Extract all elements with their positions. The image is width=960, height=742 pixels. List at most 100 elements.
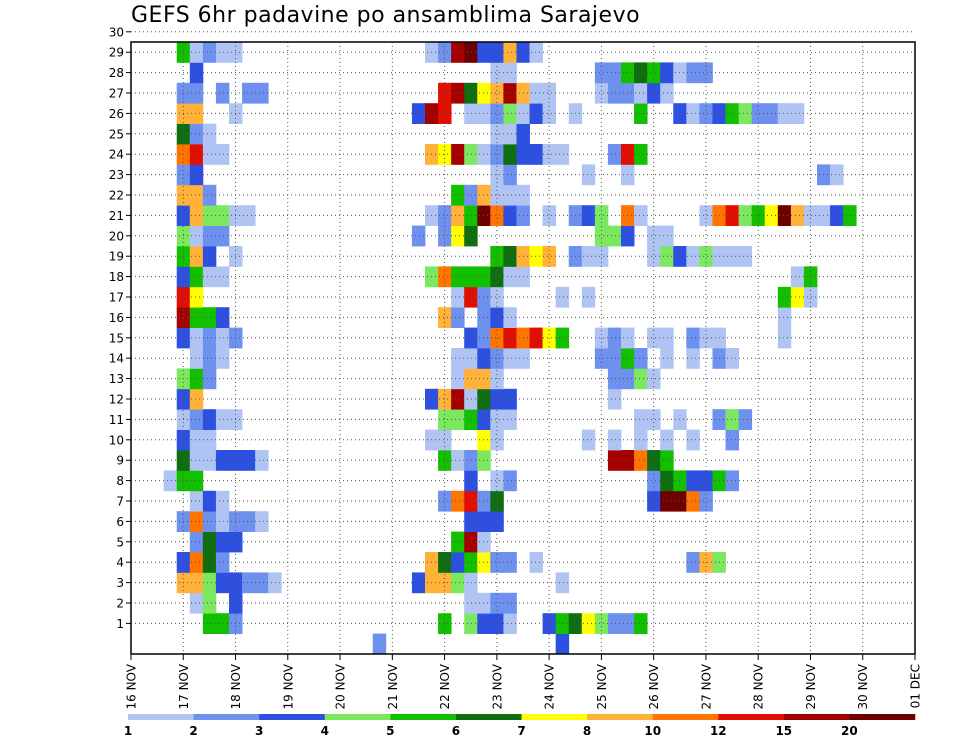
heatmap-cell bbox=[451, 368, 464, 389]
heatmap-cell bbox=[647, 470, 660, 491]
colorbar-label: 12 bbox=[710, 724, 727, 738]
heatmap-cell bbox=[634, 348, 647, 369]
heatmap-cell bbox=[203, 450, 216, 471]
colorbar-label: 4 bbox=[321, 724, 329, 738]
heatmap-cell bbox=[634, 368, 647, 389]
heatmap-cell bbox=[451, 83, 464, 104]
y-tick-label: 25 bbox=[109, 127, 124, 141]
heatmap-cell bbox=[451, 389, 464, 410]
heatmap-cell bbox=[791, 205, 804, 226]
x-tick-label: 25 NOV bbox=[595, 663, 609, 709]
heatmap-cell bbox=[451, 491, 464, 512]
heatmap-cell bbox=[556, 634, 569, 655]
heatmap-cell bbox=[503, 409, 516, 430]
x-tick-label: 19 NOV bbox=[281, 663, 295, 709]
heatmap-cell bbox=[451, 266, 464, 287]
heatmap-cell bbox=[255, 450, 268, 471]
heatmap-cell bbox=[451, 205, 464, 226]
x-tick-label: 28 NOV bbox=[752, 663, 766, 709]
heatmap-cell bbox=[203, 593, 216, 614]
y-tick-label: 13 bbox=[109, 372, 124, 386]
heatmap-cell bbox=[203, 22, 216, 43]
heatmap-cell bbox=[203, 144, 216, 165]
y-tick-label: 20 bbox=[109, 229, 124, 243]
y-tick-label: 1 bbox=[116, 617, 124, 631]
y-tick-label: 30 bbox=[109, 25, 124, 39]
heatmap-cell bbox=[686, 491, 699, 512]
heatmap-cell bbox=[451, 42, 464, 63]
heatmap-cell bbox=[242, 511, 255, 532]
heatmap-cell bbox=[255, 511, 268, 532]
y-tick-label: 6 bbox=[116, 515, 124, 529]
heatmap-cell bbox=[451, 552, 464, 573]
heatmap-cell bbox=[451, 22, 464, 43]
x-tick-label: 21 NOV bbox=[386, 663, 400, 709]
heatmap-cell bbox=[503, 328, 516, 349]
heatmap-cell bbox=[203, 491, 216, 512]
heatmap-cell bbox=[830, 164, 843, 185]
y-tick-label: 12 bbox=[109, 393, 124, 407]
heatmap-cell bbox=[203, 368, 216, 389]
heatmap-cell bbox=[203, 552, 216, 573]
y-tick-label: 5 bbox=[116, 535, 124, 549]
colorbar: 1 2 3 4 5 6 7 8 10 12 15 20 bbox=[124, 714, 915, 738]
colorbar-swatch bbox=[456, 714, 522, 720]
heatmap-cell bbox=[647, 450, 660, 471]
heatmap-cell bbox=[503, 389, 516, 410]
heatmap-cell bbox=[503, 22, 516, 43]
heatmap-cell bbox=[543, 246, 556, 267]
heatmap-cell bbox=[595, 246, 608, 267]
heatmap-cell bbox=[686, 328, 699, 349]
heatmap-cell bbox=[203, 328, 216, 349]
y-tick-label: 16 bbox=[109, 311, 124, 325]
heatmap-cell bbox=[451, 532, 464, 553]
heatmap-cell bbox=[634, 450, 647, 471]
heatmap-cell bbox=[739, 409, 752, 430]
heatmap-cell bbox=[503, 83, 516, 104]
y-tick-label: 24 bbox=[109, 148, 124, 162]
heatmap-cell bbox=[686, 348, 699, 369]
colorbar-swatch bbox=[653, 714, 719, 720]
colorbar-label: 6 bbox=[452, 724, 460, 738]
y-tick-label: 26 bbox=[109, 107, 124, 121]
heatmap-cell bbox=[451, 185, 464, 206]
heatmap-cell bbox=[503, 144, 516, 165]
heatmap-cell bbox=[686, 552, 699, 573]
heatmap-cell bbox=[595, 226, 608, 247]
heatmap-cell bbox=[739, 103, 752, 124]
heatmap-cell bbox=[634, 144, 647, 165]
heatmap-cell bbox=[203, 185, 216, 206]
heatmap-cell bbox=[203, 226, 216, 247]
heatmap-cell bbox=[203, 246, 216, 267]
heatmap-cell bbox=[438, 491, 451, 512]
heatmap-cell bbox=[242, 450, 255, 471]
colorbar-label: 7 bbox=[517, 724, 525, 738]
heatmap-cell bbox=[203, 572, 216, 593]
colorbar-swatch bbox=[587, 714, 653, 720]
y-tick-label: 27 bbox=[109, 87, 124, 101]
colorbar-label: 3 bbox=[255, 724, 263, 738]
heatmap-cell bbox=[634, 613, 647, 634]
colorbar-swatch bbox=[128, 714, 194, 720]
heatmap-cell bbox=[203, 430, 216, 451]
y-tick-label: 17 bbox=[109, 291, 124, 305]
heatmap-cell bbox=[503, 185, 516, 206]
heatmap-cell bbox=[647, 491, 660, 512]
colorbar-swatch bbox=[325, 714, 391, 720]
heatmap-cell bbox=[490, 22, 503, 43]
y-tick-label: 14 bbox=[109, 352, 124, 366]
colorbar-label: 10 bbox=[644, 724, 661, 738]
heatmap-cell bbox=[438, 22, 451, 43]
heatmap-cell bbox=[490, 266, 503, 287]
heatmap-cell bbox=[438, 42, 451, 63]
heatmap-cell bbox=[699, 491, 712, 512]
colorbar-label: 8 bbox=[583, 724, 591, 738]
heatmap-cell bbox=[503, 552, 516, 573]
x-tick-label: 18 NOV bbox=[229, 663, 243, 709]
y-tick-label: 9 bbox=[116, 454, 124, 468]
heatmap-cell bbox=[595, 62, 608, 83]
heatmap-cell bbox=[438, 430, 451, 451]
heatmap-cell bbox=[255, 572, 268, 593]
heatmap-cell bbox=[503, 205, 516, 226]
heatmap-cell bbox=[203, 511, 216, 532]
